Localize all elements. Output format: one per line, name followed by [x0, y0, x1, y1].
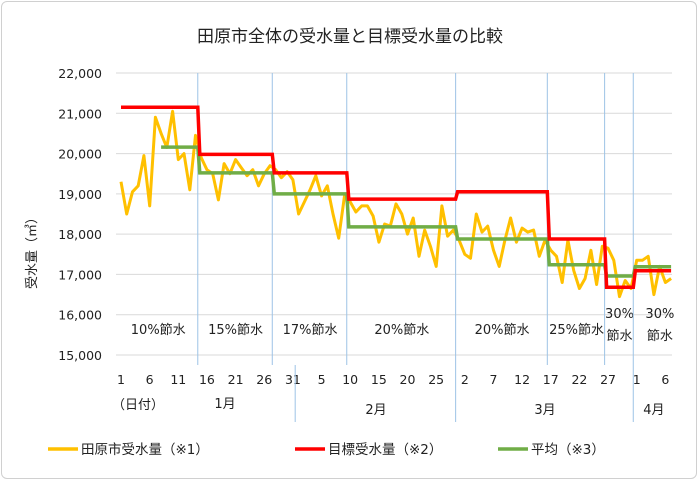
y-tick-label: 20,000: [58, 147, 102, 162]
x-tick-label: 21: [228, 372, 244, 387]
y-tick-label: 17,000: [58, 267, 102, 282]
x-tick-label: 12: [514, 372, 530, 387]
month-label: 3月: [534, 403, 555, 418]
x-tick-label: 25: [428, 372, 444, 387]
series-line-target: [121, 105, 672, 290]
x-tick-label: 22: [571, 372, 587, 387]
period-label: 20%節水: [475, 323, 530, 338]
y-tick-label: 16,000: [58, 308, 102, 323]
x-tick-label: 1: [633, 372, 641, 387]
period-label: 30%: [605, 307, 634, 322]
legend-label: 平均（※3）: [531, 442, 605, 458]
period-label: 20%節水: [374, 323, 429, 338]
x-tick-label: 20: [400, 372, 416, 387]
x-tick-label: 10: [342, 372, 358, 387]
y-tick-label: 18,000: [58, 227, 102, 242]
x-tick-label: 6: [661, 372, 669, 387]
legend-label: 田原市受水量（※1）: [81, 441, 209, 458]
month-label: 4月: [643, 403, 664, 418]
y-tick-label: 22,000: [58, 66, 102, 81]
y-tick-label: 19,000: [58, 187, 102, 202]
period-label: 節水: [607, 329, 633, 344]
x-tick-label: 5: [318, 372, 326, 387]
x-tick-label: 1: [117, 372, 125, 387]
x-tick-label: 7: [489, 372, 497, 387]
period-label: 30%: [645, 307, 674, 322]
x-tick-label: 17: [543, 372, 559, 387]
period-label: 17%節水: [283, 323, 338, 338]
period-label: 10%節水: [131, 323, 186, 338]
period-label: 15%節水: [208, 323, 263, 338]
x-tick-label: 15: [371, 372, 387, 387]
x-tick-label: 11: [170, 372, 186, 387]
x-axis-label: （日付）: [112, 398, 164, 413]
period-label: 25%節水: [549, 323, 604, 338]
y-axis-label: 受水量（㎥）: [25, 211, 40, 289]
legend-label: 目標受水量（※2）: [328, 442, 442, 458]
x-tick-label: 31: [285, 372, 301, 387]
x-tick-label: 27: [600, 372, 616, 387]
x-tick-label: 2: [461, 372, 469, 387]
series-line-average: [161, 145, 672, 278]
month-label: 2月: [365, 403, 386, 418]
x-tick-label: 6: [146, 372, 154, 387]
period-label: 節水: [647, 329, 673, 344]
chart-title: 田原市全体の受水量と目標受水量の比較: [197, 27, 503, 47]
x-tick-label: 26: [256, 372, 272, 387]
month-label: 1月: [214, 397, 235, 412]
y-tick-label: 15,000: [58, 348, 102, 363]
y-tick-label: 21,000: [58, 106, 102, 121]
x-tick-label: 16: [199, 372, 215, 387]
